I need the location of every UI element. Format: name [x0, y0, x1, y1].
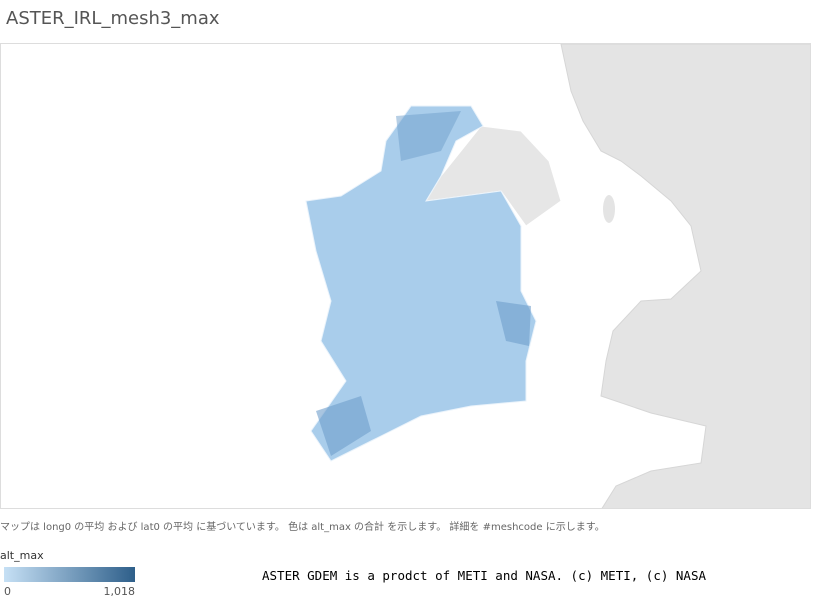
legend-title: alt_max: [0, 549, 44, 562]
great-britain: [560, 44, 810, 508]
legend-gradient: [4, 567, 135, 582]
ireland: [305, 105, 537, 462]
map[interactable]: [0, 43, 811, 509]
map-canvas: [1, 44, 810, 508]
legend-min: 0: [4, 585, 11, 598]
ireland-highland: [496, 301, 531, 346]
legend-max: 1,018: [103, 585, 136, 598]
ireland-highland: [316, 396, 371, 456]
caption: マップは long0 の平均 および lat0 の平均 に基づいています。 色は…: [0, 522, 605, 533]
isle-of-man: [603, 195, 615, 223]
ireland-highland: [396, 111, 461, 161]
title: ASTER_IRL_mesh3_max: [6, 8, 220, 29]
attribution: ASTER GDEM is a prodct of METI and NASA.…: [262, 568, 707, 583]
